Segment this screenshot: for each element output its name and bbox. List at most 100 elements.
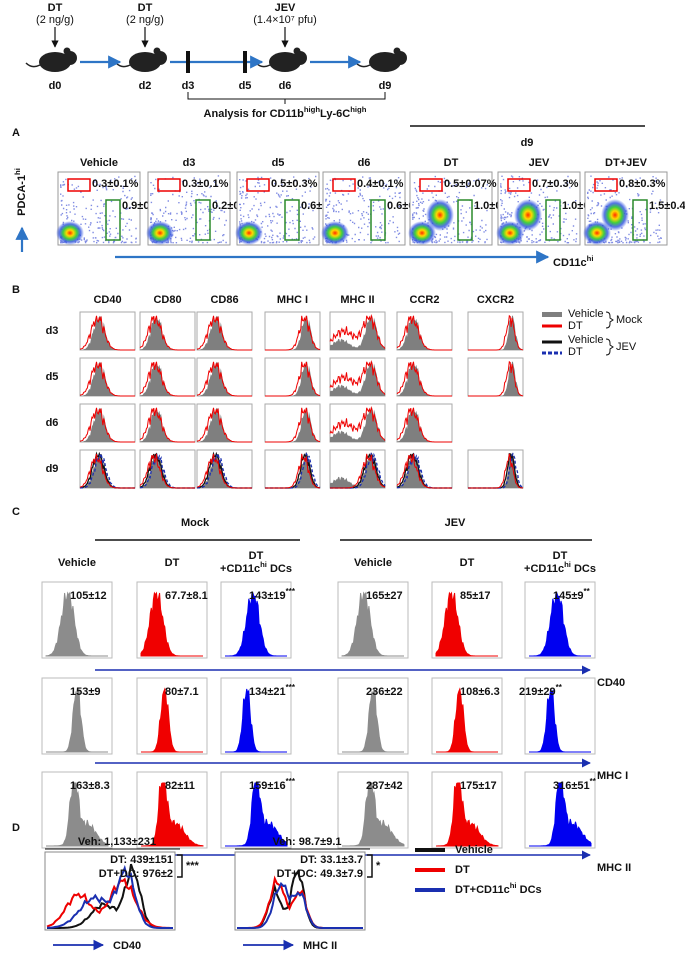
histogram-fill [225, 782, 288, 847]
mfi-value: 67.7±8.1 [165, 590, 208, 602]
day-label: d3 [46, 325, 59, 337]
histogram-frame [136, 677, 208, 755]
histogram-line [139, 315, 195, 351]
histogram-line [79, 315, 135, 351]
text-part: Ly-6C [320, 108, 350, 120]
significance-bracket [177, 854, 183, 878]
histogram-line [329, 406, 386, 441]
gate-upper [332, 178, 356, 192]
mfi-value: 108±6.3 [460, 686, 500, 698]
density-blob [496, 221, 524, 245]
column-title: DT [249, 550, 264, 562]
histogram-fill [265, 361, 320, 396]
panel-label: B [12, 284, 20, 296]
column-title: Vehicle [80, 157, 118, 169]
histogram-fill [141, 782, 204, 847]
panel-label: A [12, 127, 20, 139]
value-text: 287±42 [366, 780, 403, 792]
text-part: CD11c [553, 257, 587, 269]
histogram-fill [140, 407, 195, 442]
marker-header: CD40 [93, 294, 121, 306]
histogram-fill [436, 687, 498, 753]
histogram-fill [225, 592, 287, 657]
value-text: 165±27 [366, 590, 403, 602]
panel-label: D [12, 822, 20, 834]
text-part: DT+CD11c [455, 884, 510, 896]
histogram-line [139, 453, 195, 489]
column-title: Vehicle [354, 557, 392, 569]
mouse-head [153, 51, 167, 65]
histogram-fill [265, 453, 320, 488]
column-title: DT+JEV [605, 157, 648, 169]
significance: ** [556, 683, 563, 692]
legend-swatch [542, 312, 562, 317]
value-text: 134±21 [249, 686, 286, 698]
treatment-label: DT [138, 2, 153, 14]
text-part: Analysis for CD11b [204, 108, 305, 120]
superscript: hi [564, 560, 571, 569]
histogram-line [396, 407, 452, 443]
mouse-tail [25, 62, 41, 68]
density-blob [601, 199, 629, 231]
histogram-fill [197, 407, 252, 442]
mouse-tail [255, 62, 271, 68]
gate-lower [284, 199, 300, 241]
histogram-line [468, 360, 524, 397]
dot-cloud [150, 175, 227, 244]
gate-lower [105, 199, 121, 241]
histogram-fill [397, 361, 452, 396]
mfi-summary: Veh: 98.7±9.1 [272, 836, 341, 848]
significance: ** [590, 777, 597, 786]
mfi-value: 153±9 [70, 686, 101, 698]
mfi-value: 105±12 [70, 590, 107, 602]
mouse-ear [393, 47, 401, 55]
column-title: Vehicle [58, 557, 96, 569]
text-part: PDCA-1 [16, 175, 28, 216]
gate-lower [545, 199, 561, 241]
histogram-frame [220, 677, 292, 755]
density-blob [408, 221, 436, 245]
mfi-value: 145±9** [553, 587, 591, 602]
mfi-value: 175±17 [460, 780, 497, 792]
marker-header: CCR2 [410, 294, 440, 306]
density-blob [583, 221, 611, 245]
day-label: d9 [379, 80, 392, 92]
mfi-summary: DT+DC: 976±2 [99, 868, 173, 880]
gate-upper [594, 178, 618, 192]
mouse-head [393, 51, 407, 65]
histogram-fill [141, 687, 203, 753]
histogram-frame [234, 851, 366, 931]
gate-upper [246, 178, 270, 192]
significance-bracket [367, 854, 373, 878]
histogram-fill [468, 361, 523, 396]
value-text: 236±22 [366, 686, 403, 698]
group-label: d9 [521, 137, 534, 149]
histogram-line [196, 315, 252, 351]
histogram-line [396, 453, 452, 489]
histogram-line [79, 453, 135, 489]
text-part: DCs [517, 884, 542, 896]
column-title: d5 [272, 157, 285, 169]
gate-value: 0.5±0.3% [271, 178, 318, 190]
gate-value: 1.5±0.4% [649, 200, 685, 212]
histogram-fill [342, 782, 405, 847]
mfi-summary: Veh: 1,133±231 [78, 836, 156, 848]
density-blob [235, 221, 263, 245]
histogram-line [265, 452, 321, 489]
day-label: d5 [239, 80, 252, 92]
gate-value: 0.5±0.07% [444, 178, 497, 190]
gate-value: 0.8±0.3% [619, 178, 666, 190]
mfi-summary: DT+DC: 49.3±7.9 [277, 868, 363, 880]
histogram-line [79, 407, 135, 443]
column-detail: +CD11chi DCs [524, 560, 596, 575]
column-title: DT [165, 557, 180, 569]
value-text: 80±7.1 [165, 686, 199, 698]
histogram-line [196, 361, 252, 397]
gate-upper [67, 178, 91, 192]
value-text: 67.7±8.1 [165, 590, 208, 602]
gate-lower [632, 199, 648, 241]
significance: * [376, 860, 381, 872]
histogram-line [139, 407, 195, 443]
histogram-fill [341, 591, 404, 657]
